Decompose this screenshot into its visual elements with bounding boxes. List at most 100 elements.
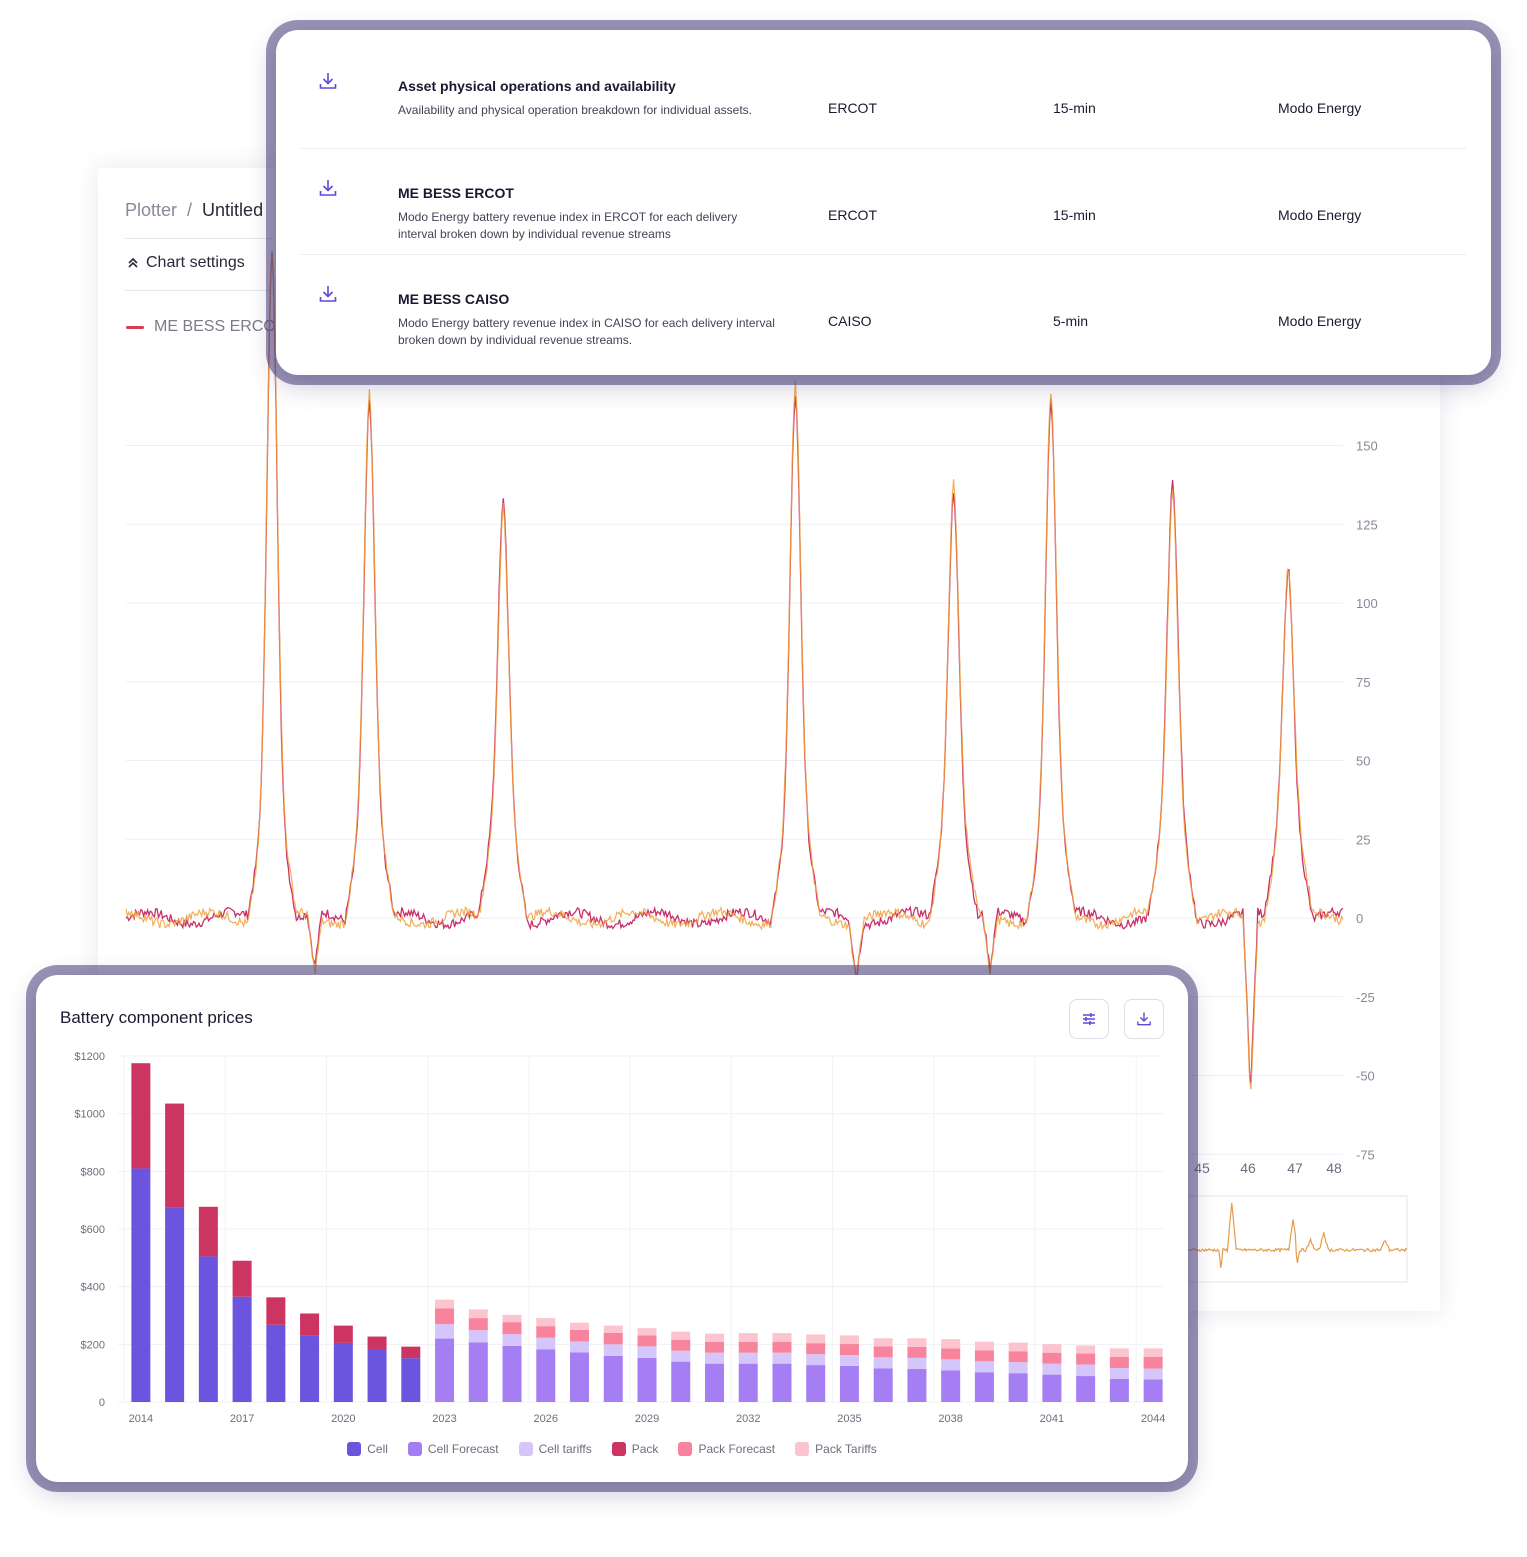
bar-segment[interactable] <box>300 1313 320 1336</box>
bar-segment[interactable] <box>974 1361 994 1373</box>
bar-segment[interactable] <box>1076 1376 1096 1402</box>
bar-segment[interactable] <box>839 1344 859 1356</box>
dataset-row[interactable]: ME BESS ERCOT Modo Energy battery revenu… <box>301 148 1466 255</box>
legend-item[interactable]: Pack Tariffs <box>795 1442 877 1456</box>
bar-segment[interactable] <box>536 1326 556 1338</box>
bar-segment[interactable] <box>1008 1373 1028 1402</box>
bar-segment[interactable] <box>772 1341 792 1353</box>
range-navigator[interactable] <box>1187 1195 1408 1283</box>
bar-segment[interactable] <box>570 1352 590 1402</box>
bar-segment[interactable] <box>839 1365 859 1402</box>
bar-segment[interactable] <box>704 1341 724 1353</box>
legend-item[interactable]: Cell Forecast <box>407 1442 499 1456</box>
bar-segment[interactable] <box>1042 1352 1062 1364</box>
bar-segment[interactable] <box>367 1336 387 1350</box>
bar-segment[interactable] <box>671 1339 691 1351</box>
bar-segment[interactable] <box>772 1352 792 1364</box>
bar-segment[interactable] <box>131 1063 151 1169</box>
bar-segment[interactable] <box>570 1341 590 1353</box>
bar-segment[interactable] <box>570 1322 590 1330</box>
bar-segment[interactable] <box>1076 1364 1096 1377</box>
bar-segment[interactable] <box>1143 1348 1163 1358</box>
bar-segment[interactable] <box>165 1207 185 1402</box>
legend-item[interactable]: Cell <box>347 1442 388 1456</box>
bar-segment[interactable] <box>772 1363 792 1402</box>
bar-segment[interactable] <box>1008 1351 1028 1363</box>
bar-segment[interactable] <box>806 1365 826 1402</box>
bar-segment[interactable] <box>738 1333 758 1342</box>
bar-segment[interactable] <box>671 1331 691 1340</box>
bar-segment[interactable] <box>333 1325 353 1343</box>
bar-segment[interactable] <box>704 1333 724 1342</box>
bar-segment[interactable] <box>1042 1374 1062 1402</box>
bar-segment[interactable] <box>536 1349 556 1402</box>
bar-segment[interactable] <box>333 1342 353 1402</box>
bar-segment[interactable] <box>941 1339 961 1349</box>
bar-segment[interactable] <box>1143 1357 1163 1369</box>
bar-segment[interactable] <box>873 1368 893 1402</box>
bar-segment[interactable] <box>974 1372 994 1402</box>
bar-segment[interactable] <box>435 1308 455 1325</box>
bar-segment[interactable] <box>738 1352 758 1364</box>
bar-segment[interactable] <box>907 1357 927 1369</box>
bar-segment[interactable] <box>401 1346 421 1359</box>
bar-segment[interactable] <box>603 1355 623 1402</box>
bar-segment[interactable] <box>1109 1367 1129 1379</box>
bar-segment[interactable] <box>1076 1353 1096 1365</box>
bar-segment[interactable] <box>435 1324 455 1339</box>
bar-segment[interactable] <box>907 1338 927 1347</box>
bar-segment[interactable] <box>266 1297 286 1325</box>
bar-segment[interactable] <box>704 1363 724 1402</box>
legend-item[interactable]: Pack <box>611 1442 658 1456</box>
bar-segment[interactable] <box>502 1345 522 1402</box>
bar-segment[interactable] <box>165 1103 185 1208</box>
bar-segment[interactable] <box>974 1350 994 1362</box>
bar-segment[interactable] <box>873 1346 893 1358</box>
bar-segment[interactable] <box>468 1318 488 1331</box>
bar-segment[interactable] <box>1143 1368 1163 1380</box>
chart-options-button[interactable] <box>1069 999 1109 1039</box>
bar-segment[interactable] <box>1076 1345 1096 1354</box>
bar-segment[interactable] <box>300 1335 320 1402</box>
bar-segment[interactable] <box>941 1370 961 1402</box>
chart-download-button[interactable] <box>1124 999 1164 1039</box>
bar-segment[interactable] <box>603 1344 623 1356</box>
bar-segment[interactable] <box>232 1260 252 1297</box>
bar-segment[interactable] <box>502 1314 522 1323</box>
bar-segment[interactable] <box>1109 1357 1129 1368</box>
bar-segment[interactable] <box>1042 1363 1062 1375</box>
breadcrumb-root[interactable]: Plotter <box>125 200 178 220</box>
bar-segment[interactable] <box>873 1338 893 1347</box>
bar-segment[interactable] <box>1042 1344 1062 1353</box>
bar-segment[interactable] <box>873 1357 893 1369</box>
bar-segment[interactable] <box>1109 1348 1129 1358</box>
bar-segment[interactable] <box>502 1334 522 1346</box>
bar-segment[interactable] <box>1143 1379 1163 1402</box>
battery-bar-chart[interactable]: $1200 $1000 $800 $600 $400 $200 0 2014 2017 2020 2… <box>36 975 1188 1435</box>
bar-segment[interactable] <box>570 1329 590 1342</box>
bar-segment[interactable] <box>671 1361 691 1402</box>
bar-segment[interactable] <box>468 1330 488 1343</box>
bar-segment[interactable] <box>468 1342 488 1402</box>
bar-segment[interactable] <box>198 1206 218 1257</box>
bar-segment[interactable] <box>671 1350 691 1362</box>
bar-segment[interactable] <box>603 1325 623 1333</box>
bar-segment[interactable] <box>198 1256 218 1402</box>
bar-segment[interactable] <box>502 1322 522 1335</box>
bar-segment[interactable] <box>536 1337 556 1350</box>
bar-segment[interactable] <box>637 1335 657 1347</box>
legend-item[interactable]: Cell tariffs <box>518 1442 592 1456</box>
bar-segment[interactable] <box>772 1333 792 1342</box>
dataset-row[interactable]: Asset physical operations and availabili… <box>301 42 1466 148</box>
bar-segment[interactable] <box>131 1168 151 1402</box>
bar-segment[interactable] <box>738 1363 758 1402</box>
bar-segment[interactable] <box>435 1299 455 1309</box>
bar-segment[interactable] <box>941 1359 961 1371</box>
bar-segment[interactable] <box>266 1324 286 1402</box>
legend-item[interactable]: Pack Forecast <box>678 1442 775 1456</box>
bar-segment[interactable] <box>637 1328 657 1336</box>
bar-segment[interactable] <box>401 1358 421 1402</box>
bar-segment[interactable] <box>839 1335 859 1345</box>
dataset-row[interactable]: ME BESS CAISO Modo Energy battery revenu… <box>301 254 1466 361</box>
download-icon[interactable] <box>317 70 339 92</box>
